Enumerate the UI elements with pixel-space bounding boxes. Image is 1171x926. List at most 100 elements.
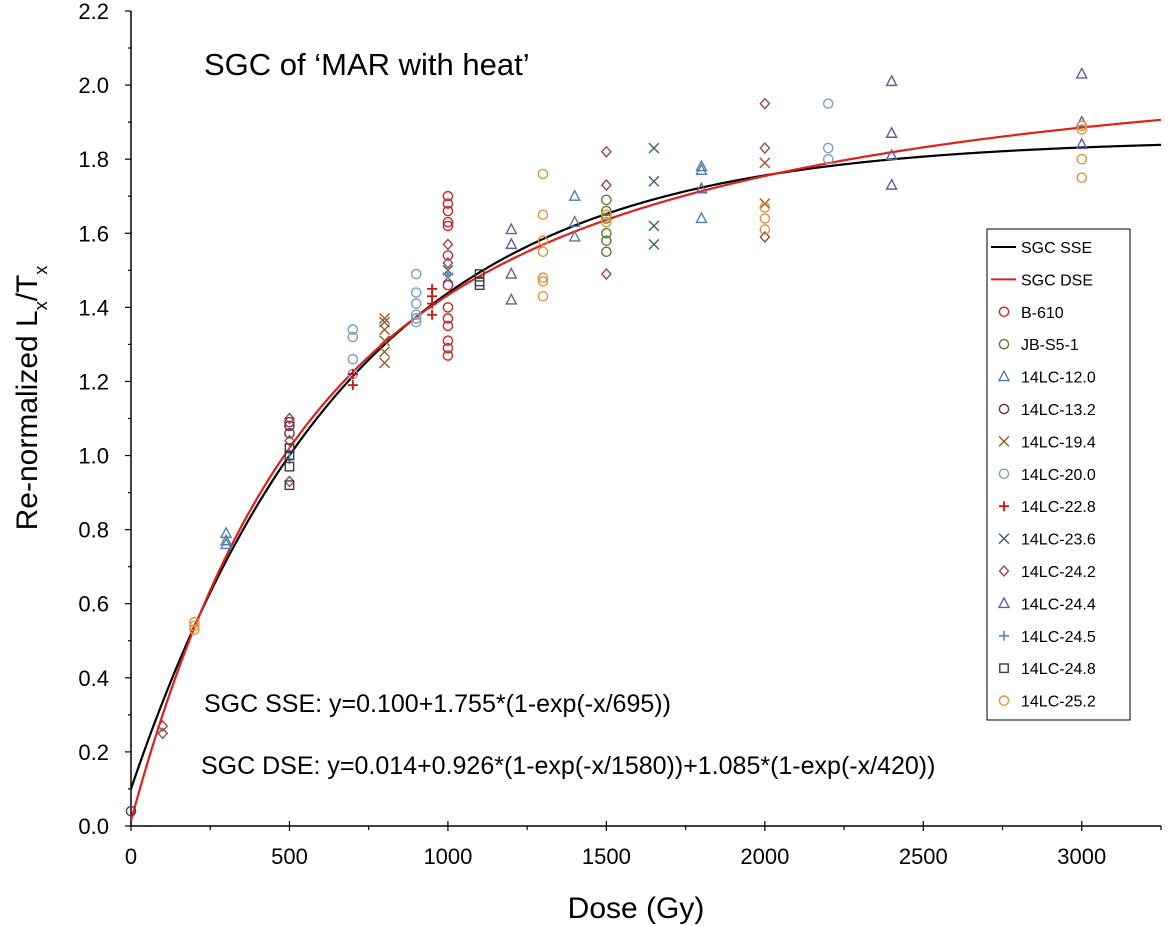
data-point-b-610: [442, 250, 454, 261]
fit-curve-sgc-dse: [129, 118, 1162, 822]
x-tick-label: 2500: [899, 844, 948, 869]
data-point-14lc-19-4: [759, 198, 771, 210]
legend-swatch-14lc-24-2: [998, 564, 1010, 578]
legend-label-sgc-dse: SGC DSE: [1021, 272, 1093, 289]
y-axis-title-part: /T: [11, 275, 44, 302]
legend-label-sgc-sse: SGC SSE: [1021, 240, 1092, 257]
data-point-jb-s5-1: [601, 235, 612, 246]
data-point-14lc-12-0: [219, 533, 233, 546]
data-point-14lc-23-6: [648, 220, 660, 232]
data-point-14lc-23-6: [648, 238, 660, 250]
data-point-14lc-24-4: [505, 222, 518, 235]
data-point-14lc-24-8: [284, 450, 295, 461]
data-point-14lc-13-2: [284, 416, 295, 428]
data-point-14lc-24-4: [885, 148, 898, 161]
legend-label-14lc-12-0: 14LC-12.0: [1021, 370, 1096, 387]
y-axis-title-subscript: x: [31, 266, 51, 275]
data-point-14lc-24-4: [1075, 137, 1088, 150]
data-point-14lc-20-0: [822, 153, 834, 165]
data-point-14lc-25-2: [537, 209, 549, 221]
data-point-14lc-20-0: [410, 287, 422, 298]
data-point-14lc-12-0: [695, 163, 708, 175]
data-point-14lc-22-8: [427, 309, 438, 320]
data-point-14lc-20-0: [410, 268, 422, 280]
fit-curve-sgc-sse: [129, 143, 1162, 790]
data-point-14lc-20-0: [347, 331, 359, 343]
legend-label-14lc-24-4: 14LC-24.4: [1021, 596, 1096, 613]
data-point-14lc-19-4: [379, 346, 391, 358]
data-point-14lc-24-8: [284, 480, 295, 491]
x-tick-label: 1500: [582, 844, 631, 869]
data-point-14lc-25-2: [1076, 153, 1088, 165]
data-point-14lc-23-6: [648, 175, 660, 187]
x-axis-title: Dose (Gy): [568, 892, 705, 925]
data-point-14lc-24-5: [442, 269, 453, 280]
y-tick-label: 1.8: [78, 147, 109, 172]
data-point-14lc-20-0: [410, 313, 422, 324]
data-point-14lc-24-2: [759, 230, 771, 244]
legend-swatch-jb-s5-1: [998, 338, 1010, 350]
data-point-14lc-12-0: [568, 189, 581, 201]
legend: SGC SSE SGC DSE B-610 JB-S5-1 14LC-12.0 14LC-…: [986, 228, 1131, 721]
series-14lc-20-0: [347, 98, 834, 380]
data-point-14lc-22-8: [427, 283, 438, 294]
legend-swatch-14lc-22-8: [999, 501, 1009, 512]
legend-label-14lc-24-2: 14LC-24.2: [1021, 564, 1096, 581]
y-tick-label: 1.4: [78, 295, 109, 320]
data-point-14lc-25-2: [759, 202, 771, 213]
annotation-dse-equation: SGC DSE: y=0.014+0.926*(1-exp(-x/1580))+…: [201, 752, 935, 780]
legend-swatch-14lc-12-0: [997, 369, 1011, 382]
series-14lc-13-2: [125, 416, 295, 817]
x-tick-label: 500: [271, 844, 308, 869]
data-point-jb-s5-1: [601, 246, 612, 258]
x-tick-label: 0: [125, 844, 137, 869]
data-point-jb-s5-1: [601, 213, 612, 224]
data-point-14lc-24-4: [885, 178, 898, 190]
y-tick-label: 1.2: [78, 369, 109, 394]
data-point-14lc-24-8: [474, 269, 485, 279]
data-point-14lc-22-8: [347, 369, 358, 380]
y-tick-label: 0.8: [78, 518, 109, 543]
data-point-b-610: [442, 342, 454, 354]
x-tick-label: 2000: [740, 844, 789, 869]
data-point-b-610: [442, 216, 454, 228]
legend-swatch-14lc-24-5: [999, 630, 1009, 641]
legend-label-b-610: B-610: [1021, 305, 1064, 322]
data-point-14lc-25-2: [189, 620, 200, 632]
data-point-14lc-24-4: [885, 126, 898, 138]
data-point-14lc-13-2: [284, 428, 295, 439]
data-point-14lc-24-2: [442, 256, 454, 269]
data-point-14lc-23-6: [648, 142, 660, 154]
data-point-14lc-20-0: [410, 298, 422, 309]
data-point-14lc-25-2: [759, 224, 771, 235]
y-tick-label: 0.0: [78, 814, 109, 839]
legend-label-14lc-22-8: 14LC-22.8: [1021, 499, 1096, 516]
y-tick-label: 1.0: [78, 444, 109, 469]
data-point-14lc-12-0: [568, 229, 581, 242]
data-point-14lc-24-8: [284, 443, 295, 454]
data-point-14lc-25-2: [537, 168, 549, 180]
data-point-14lc-20-0: [347, 353, 359, 365]
legend-label-14lc-24-8: 14LC-24.8: [1021, 661, 1096, 678]
data-point-14lc-25-2: [1076, 124, 1088, 135]
y-axis-title-subscript: x: [31, 301, 51, 310]
legend-swatch-b-610: [998, 306, 1010, 318]
chart-title: SGC of ‘MAR with heat’: [204, 47, 530, 82]
data-point-b-610: [442, 205, 454, 217]
y-tick-label: 0.4: [78, 666, 109, 691]
legend-label-14lc-24-5: 14LC-24.5: [1021, 629, 1096, 646]
series-b-610: [442, 190, 454, 361]
data-point-14lc-19-4: [379, 357, 391, 369]
data-point-14lc-24-2: [759, 142, 771, 155]
data-point-14lc-25-2: [759, 213, 771, 224]
data-point-b-610: [442, 350, 454, 361]
data-point-14lc-25-2: [537, 246, 549, 258]
legend-label-14lc-13-2: 14LC-13.2: [1021, 402, 1096, 419]
data-point-14lc-24-2: [284, 412, 295, 425]
data-point-14lc-12-0: [219, 537, 233, 550]
data-point-14lc-25-2: [601, 216, 612, 228]
legend-label-jb-s5-1: JB-S5-1: [1021, 337, 1079, 354]
data-point-14lc-25-2: [537, 235, 549, 246]
data-point-14lc-24-2: [284, 475, 295, 488]
data-point-b-610: [442, 302, 454, 313]
